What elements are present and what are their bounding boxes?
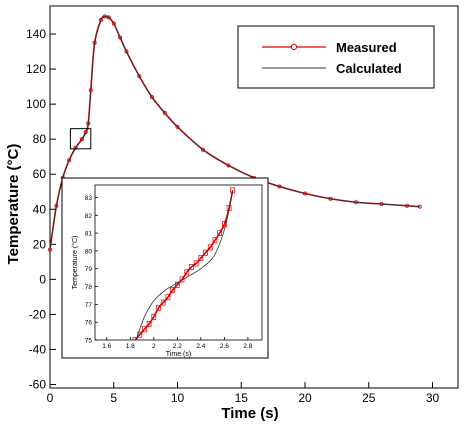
zoom-region-box xyxy=(69,128,92,150)
legend-calculated-label: Calculated xyxy=(336,61,402,76)
inset-data-point-measured xyxy=(207,244,213,251)
y-tick-label: 0 xyxy=(39,272,46,286)
y-tick-label: 120 xyxy=(26,62,46,76)
y-tick-label: 40 xyxy=(33,202,47,216)
inset-series-layer xyxy=(132,187,235,340)
inset-ticks: 1.6 1.8 2 2.2 2.4 2.6 2.8 75 76 77 78 79 80 81 82 83 xyxy=(85,184,263,350)
inset-data-point-measured xyxy=(165,294,171,301)
inset-x-tick-label: 2.2 xyxy=(173,343,182,350)
x-tick-label: 30 xyxy=(426,391,440,405)
legend-measured-marker xyxy=(290,43,298,51)
inset-y-tick-label: 81 xyxy=(85,231,93,238)
x-tick-label: 20 xyxy=(298,391,312,405)
inset-data-point-measured xyxy=(189,264,194,270)
data-point-measured xyxy=(162,110,167,115)
inset-x-tick-label: 2.6 xyxy=(220,343,229,350)
data-point-measured xyxy=(175,124,180,129)
x-axis-label: Time (s) xyxy=(221,405,278,422)
data-point-measured xyxy=(118,35,123,40)
x-tick-label: 0 xyxy=(47,391,54,405)
y-axis-label: Temperature (°C) xyxy=(5,144,22,265)
inset-data-point-measured xyxy=(193,260,199,267)
inset-x-tick-label: 2.8 xyxy=(243,343,252,350)
inset-data-point-measured xyxy=(170,287,175,294)
inset-data-point-measured xyxy=(151,313,157,320)
data-point-measured xyxy=(137,74,142,79)
inset-data-point-measured xyxy=(142,326,147,333)
inset-data-point-measured xyxy=(212,237,218,244)
series-line-calculated xyxy=(49,15,420,250)
data-point-measured xyxy=(124,49,129,54)
inset-data-point-measured xyxy=(230,187,235,194)
inset-series-clip xyxy=(132,187,235,340)
inset-series-line-measured xyxy=(134,190,234,340)
data-point-measured xyxy=(111,21,116,26)
x-tick-label: 10 xyxy=(171,391,185,405)
inset-plot-area xyxy=(61,177,269,359)
legend-box xyxy=(237,25,435,89)
y-tick-label: -60 xyxy=(29,377,47,391)
y-tick-label: 100 xyxy=(26,97,46,111)
data-point-measured xyxy=(73,145,78,150)
data-point-measured xyxy=(277,184,282,189)
inset-series-line-calculated xyxy=(135,190,233,340)
y-tick-label: -40 xyxy=(29,342,47,356)
inset-data-point-measured xyxy=(222,221,227,228)
inset-data-point-measured xyxy=(132,337,138,340)
inset-data-point-measured xyxy=(174,281,180,288)
data-point-measured xyxy=(99,18,104,23)
main-plot-area xyxy=(49,5,459,389)
inset-data-point-measured xyxy=(160,299,166,306)
main-ticks: 0 5 10 15 20 25 30 -60 -40 -20 0 20 40 60 80 100 120 140 xyxy=(26,27,440,405)
data-point-measured xyxy=(200,147,205,152)
data-point-measured xyxy=(149,95,154,100)
data-point-measured xyxy=(67,158,72,163)
inset-data-point-measured xyxy=(179,276,185,283)
x-tick-label: 25 xyxy=(362,391,376,405)
inset-data-point-measured xyxy=(156,304,161,311)
inset-y-tick-label: 77 xyxy=(85,302,93,309)
y-tick-label: 140 xyxy=(26,27,46,41)
inset-data-point-measured xyxy=(203,249,208,256)
legend-measured-label: Measured xyxy=(336,40,397,55)
inset-x-tick-label: 1.8 xyxy=(126,343,135,350)
inset-data-point-measured xyxy=(198,255,204,261)
inset-y-tick-label: 82 xyxy=(85,213,93,220)
inset-y-tick-label: 83 xyxy=(85,195,93,202)
inset-x-tick-label: 2 xyxy=(152,343,156,350)
inset-y-tick-label: 78 xyxy=(85,284,93,291)
inset-x-tick-label: 1.6 xyxy=(102,343,111,350)
inset-y-tick-label: 79 xyxy=(85,266,93,273)
legend: Measured Calculated xyxy=(237,25,435,89)
inset-y-axis-label: Temperature (°C) xyxy=(71,236,79,290)
y-tick-label: 60 xyxy=(33,167,47,181)
inset-y-tick-label: 76 xyxy=(85,320,93,327)
x-tick-label: 15 xyxy=(235,391,249,405)
inset-frame xyxy=(94,184,263,341)
y-tick-label: 20 xyxy=(33,237,47,251)
y-tick-label: 80 xyxy=(33,132,47,146)
inset-y-tick-label: 75 xyxy=(85,338,93,345)
inset-x-axis-label: Time (s) xyxy=(166,351,191,358)
inset-data-point-measured xyxy=(146,321,152,327)
inset-data-point-measured xyxy=(184,269,190,276)
main-series-layer xyxy=(48,14,422,252)
y-tick-label: -20 xyxy=(29,307,47,321)
inset-x-tick-label: 2.4 xyxy=(196,343,205,350)
x-tick-label: 5 xyxy=(110,391,117,405)
inset-data-point-measured xyxy=(217,230,223,237)
data-point-measured xyxy=(226,163,231,168)
data-point-measured xyxy=(106,15,111,20)
inset-y-tick-label: 80 xyxy=(85,248,93,255)
